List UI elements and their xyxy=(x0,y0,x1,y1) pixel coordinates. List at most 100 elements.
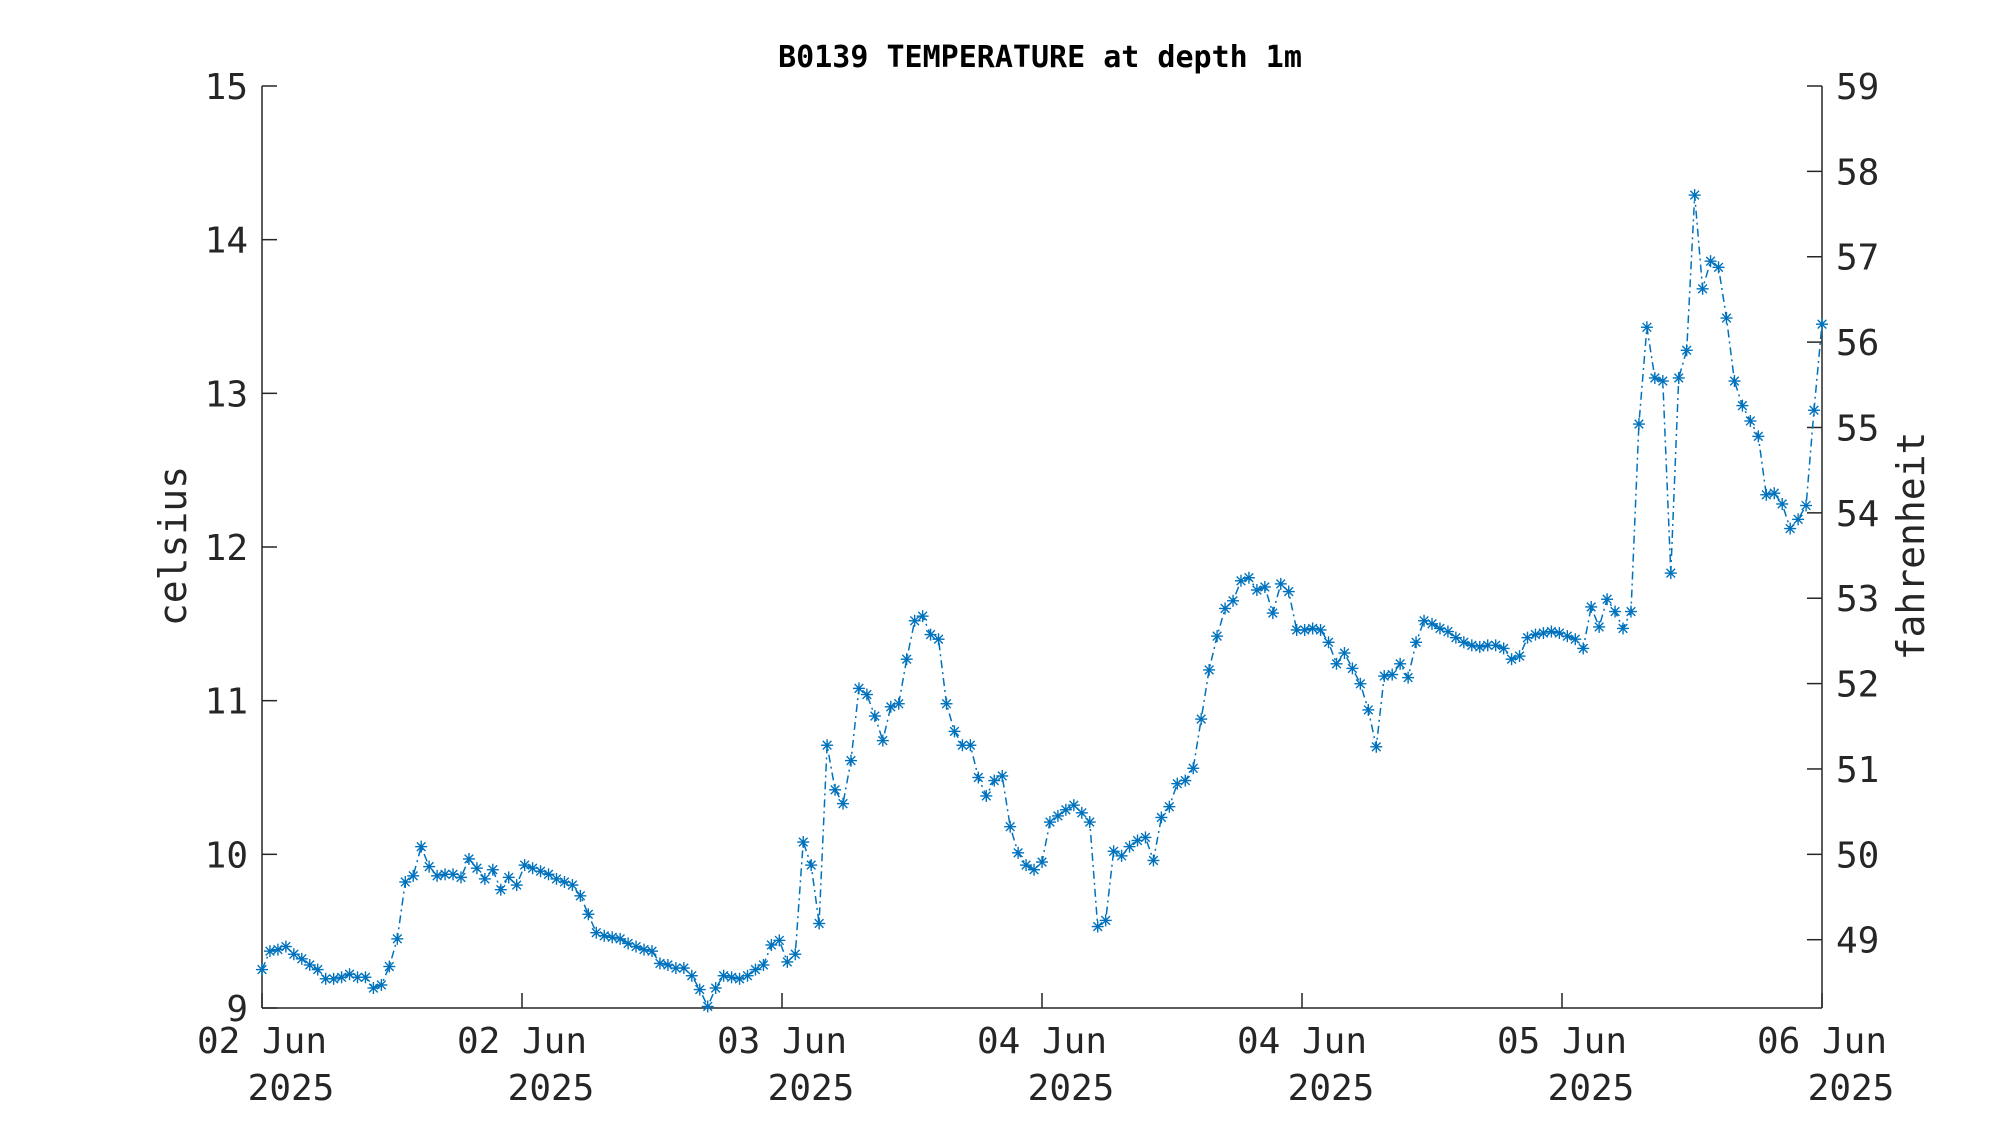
data-point xyxy=(470,862,483,875)
axes: 9 10 11 12 13 14 15 49 50 51 52 53 54 55 56 57 58 59 02 Ju… xyxy=(197,67,1894,1109)
data-point xyxy=(1004,820,1017,833)
data-point xyxy=(614,932,627,945)
data-point xyxy=(1752,430,1765,443)
y-tick-label-left: 14 xyxy=(205,221,248,262)
y-tick-label-right: 52 xyxy=(1836,665,1879,706)
x-tick-label-year: 2025 xyxy=(1548,1068,1635,1109)
y-tick-label-right: 56 xyxy=(1836,323,1879,364)
data-point xyxy=(582,908,595,921)
data-point xyxy=(1036,856,1048,869)
data-point xyxy=(1672,371,1685,384)
data-point xyxy=(574,889,587,902)
data-point xyxy=(566,879,579,892)
y-tick-label-left: 9 xyxy=(226,989,248,1030)
data-point xyxy=(709,982,722,995)
data-point xyxy=(478,872,491,885)
data-point xyxy=(1083,816,1096,829)
data-point xyxy=(805,859,818,872)
data-point xyxy=(1179,774,1192,787)
data-point xyxy=(1091,920,1104,933)
data-point xyxy=(717,969,730,982)
data-point xyxy=(1043,816,1056,829)
data-point xyxy=(892,697,905,710)
data-point xyxy=(1800,499,1813,512)
data-point xyxy=(1768,487,1781,500)
x-tick-label-day: 02 Jun xyxy=(457,1021,587,1062)
data-point xyxy=(948,725,961,738)
data-point xyxy=(375,978,388,991)
x-tick-label-year: 2025 xyxy=(508,1068,595,1109)
data-point xyxy=(956,739,969,752)
data-point xyxy=(502,871,515,884)
chart-title: B0139 TEMPERATURE at depth 1m xyxy=(778,40,1302,75)
data-point xyxy=(1187,762,1200,775)
data-point xyxy=(996,769,1009,782)
data-point xyxy=(1378,670,1391,683)
data-point xyxy=(940,697,953,710)
data-point xyxy=(1585,600,1598,613)
data-point xyxy=(797,836,810,849)
data-point xyxy=(1465,639,1478,652)
data-point xyxy=(399,875,412,888)
data-point xyxy=(741,969,754,982)
data-point xyxy=(653,957,666,970)
data-point xyxy=(821,739,834,752)
data-point xyxy=(407,869,420,882)
data-point xyxy=(1203,663,1216,676)
data-point xyxy=(1075,806,1088,819)
data-point xyxy=(1099,914,1112,927)
data-point xyxy=(1298,623,1311,636)
data-point xyxy=(1354,677,1367,690)
data-point xyxy=(1346,662,1359,675)
series-line xyxy=(261,195,1823,1009)
data-point xyxy=(1632,418,1645,431)
data-point xyxy=(1147,854,1160,867)
plot-series xyxy=(256,189,1828,1013)
x-tick-label-year: 2025 xyxy=(248,1068,335,1109)
data-point xyxy=(383,960,396,973)
data-point xyxy=(1139,831,1152,844)
data-point xyxy=(932,633,945,646)
data-point xyxy=(494,883,507,896)
data-point xyxy=(1601,593,1614,606)
y-axis-label-left: celsius xyxy=(151,466,195,626)
x-tick-label-year: 2025 xyxy=(768,1068,855,1109)
data-point xyxy=(335,971,348,984)
data-point xyxy=(1736,399,1749,412)
data-point xyxy=(1728,375,1741,388)
data-point xyxy=(1306,622,1319,635)
data-point xyxy=(1163,800,1176,813)
data-point xyxy=(1155,811,1168,824)
y-tick-label-right: 49 xyxy=(1836,921,1879,962)
y-tick-label-right: 53 xyxy=(1836,579,1879,620)
x-tick-label-year: 2025 xyxy=(1808,1068,1895,1109)
data-point xyxy=(279,940,292,953)
y-tick-label-right: 51 xyxy=(1836,750,1879,791)
data-point xyxy=(1688,189,1701,202)
data-point xyxy=(1664,567,1677,580)
data-point xyxy=(263,945,276,958)
y-tick-label-right: 55 xyxy=(1836,408,1879,449)
data-point xyxy=(486,863,499,876)
data-point xyxy=(638,943,651,956)
data-point xyxy=(1784,522,1797,535)
data-point xyxy=(1402,671,1415,684)
data-point xyxy=(701,1000,714,1013)
y-tick-label-right: 50 xyxy=(1836,835,1879,876)
data-point xyxy=(900,653,913,666)
data-point xyxy=(837,797,850,810)
data-point xyxy=(454,871,467,884)
data-point xyxy=(295,952,308,965)
data-point xyxy=(757,958,770,971)
data-point xyxy=(1282,585,1295,598)
data-point xyxy=(1020,859,1033,872)
data-point xyxy=(1760,488,1773,501)
y-tick-label-left: 11 xyxy=(205,682,248,723)
y-tick-label-left: 15 xyxy=(205,67,248,108)
data-point xyxy=(813,917,826,930)
data-point xyxy=(773,934,786,947)
data-point xyxy=(256,963,268,976)
data-point xyxy=(1609,605,1622,618)
data-point xyxy=(359,971,372,984)
data-point xyxy=(1640,321,1653,334)
